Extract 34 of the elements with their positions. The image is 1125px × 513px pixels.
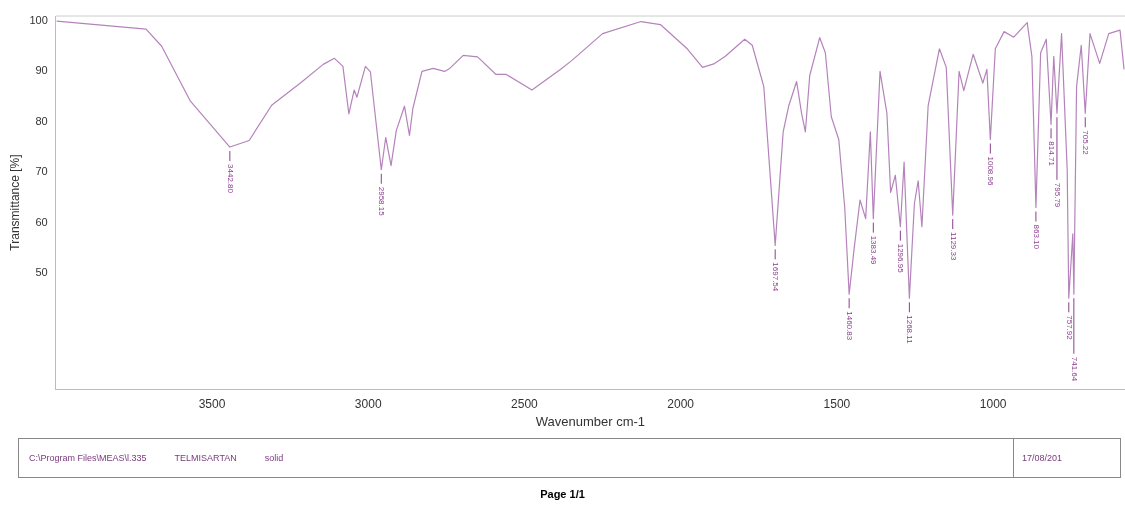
annotation: 705.22 xyxy=(1081,130,1091,156)
y-tick-label: 60 xyxy=(35,215,48,228)
y-tick-label: 100 xyxy=(29,14,48,27)
y-tick-label: 80 xyxy=(35,114,48,127)
text: TELMISARTAN xyxy=(174,453,237,463)
annotation: 1697.54 xyxy=(770,262,780,292)
x-tick-label: 3000 xyxy=(354,396,382,411)
x-tick-label: 2000 xyxy=(667,396,695,411)
x-tick-label: 1000 xyxy=(979,396,1007,411)
text: C:\Program Files\MEAS\l.335 xyxy=(29,453,147,463)
annotation: 863.10 xyxy=(1031,224,1041,250)
y-tick-label: 50 xyxy=(35,266,48,279)
annotation: 1460.83 xyxy=(844,311,854,341)
x-tick-label: 1500 xyxy=(823,396,851,411)
y-tick-label: 90 xyxy=(35,64,48,77)
x-tick-label: 3500 xyxy=(198,396,226,411)
y-axis-title: Transmittance [%] xyxy=(7,154,22,251)
annotation: 1268.11 xyxy=(905,315,915,345)
annotation: 1383.49 xyxy=(869,235,879,266)
y-tick-label: 70 xyxy=(35,165,48,178)
annotation: 757.92 xyxy=(1064,315,1074,341)
annotation: 3442.80 xyxy=(225,164,235,194)
annotation: 814.71 xyxy=(1046,141,1056,167)
text: 17/08/201 xyxy=(1013,439,1120,477)
x-tick-label: 2500 xyxy=(511,396,539,411)
annotation: 1129.33 xyxy=(948,232,958,261)
annotation: 1008.96 xyxy=(986,156,996,186)
text: Page 1/1 xyxy=(539,488,586,500)
annotation: 1296.95 xyxy=(896,243,906,274)
annotation: 2958.15 xyxy=(377,186,387,217)
annotation: 795.79 xyxy=(1052,182,1062,208)
x-axis-title: Wavenumber cm-1 xyxy=(535,413,646,429)
text: solid xyxy=(264,453,284,463)
annotation: 741.64 xyxy=(1069,356,1079,382)
